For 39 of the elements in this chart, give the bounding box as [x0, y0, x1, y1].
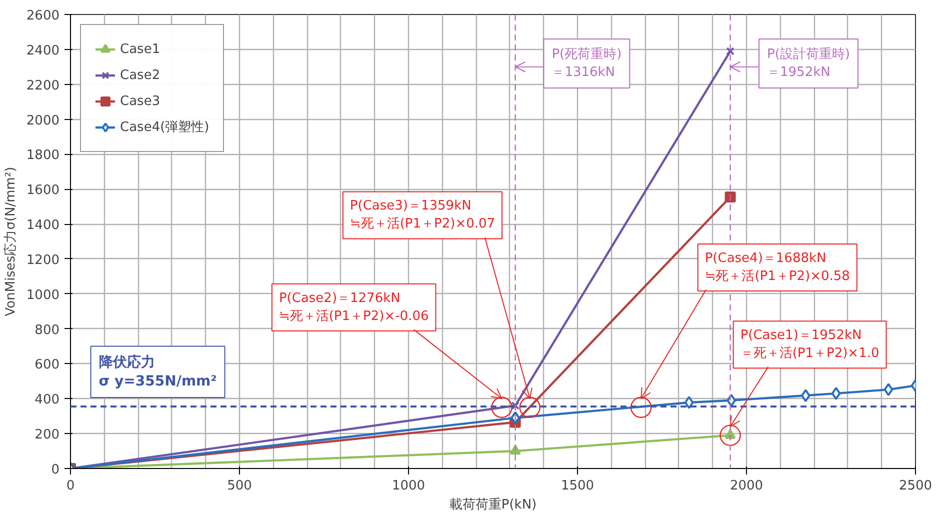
- legend-label: Case1: [120, 42, 160, 56]
- y-tick-label: 2400: [26, 43, 60, 58]
- y-tick-label: 1400: [26, 218, 60, 234]
- y-tick-label: 2000: [26, 113, 60, 128]
- point: [511, 401, 520, 410]
- y-tick-label: 2200: [26, 78, 60, 94]
- annotation: P(Case2)＝1276kN ≒死＋活(P1＋P2)×-0.06: [278, 290, 429, 324]
- legend-label: Case4(弾塑性): [120, 119, 210, 136]
- y-tick-label: 2600: [26, 8, 60, 24]
- y-tick-label: 800: [34, 322, 60, 338]
- y-tick-label: 200: [34, 428, 60, 443]
- y-tick-label: 400: [34, 392, 60, 408]
- annotation: P(Case3)＝1359kN ≒死＋活(P1＋P2)×0.07: [350, 198, 496, 232]
- x-tick-label: 1500: [560, 478, 594, 494]
- x-tick-label: 2000: [730, 478, 764, 494]
- ref-line-label: P(設計荷重時) ＝1952kN: [767, 46, 850, 80]
- x-tick-label: 500: [227, 478, 252, 494]
- legend-label: Case2: [120, 68, 160, 82]
- point: [831, 386, 841, 400]
- y-tick-label: 1000: [26, 288, 60, 303]
- point: [884, 383, 894, 396]
- point: [684, 396, 694, 409]
- ref-line-label: P(死荷重時) ＝1316kN: [552, 46, 622, 80]
- y-tick-label: 1800: [26, 148, 60, 164]
- y-tick-label: 1200: [26, 252, 60, 268]
- legend-label: Case3: [120, 94, 160, 108]
- x-tick-label: 0: [66, 478, 75, 494]
- annotation: P(Case4)＝1688kN ≒死＋活(P1＋P2)×0.58: [704, 250, 850, 284]
- x-tick-label: 1000: [392, 478, 426, 494]
- point: [726, 46, 734, 56]
- x-tick-label: 2500: [898, 478, 932, 494]
- y-tick-label: 600: [34, 358, 60, 373]
- y-tick-label: 1600: [26, 183, 60, 198]
- point: [800, 389, 810, 402]
- ref-line-label: 降伏応力 σ y=355N/mm²: [98, 353, 217, 390]
- x-axis-title: 載荷荷重P(kN): [449, 498, 537, 512]
- y-tick-label: 0: [51, 462, 60, 478]
- y-axis-title: VonMises応力σ(N/mm²): [2, 166, 18, 316]
- annotation: P(Case1)＝1952kN ＝死＋活(P1＋P2)×1.0: [740, 328, 880, 362]
